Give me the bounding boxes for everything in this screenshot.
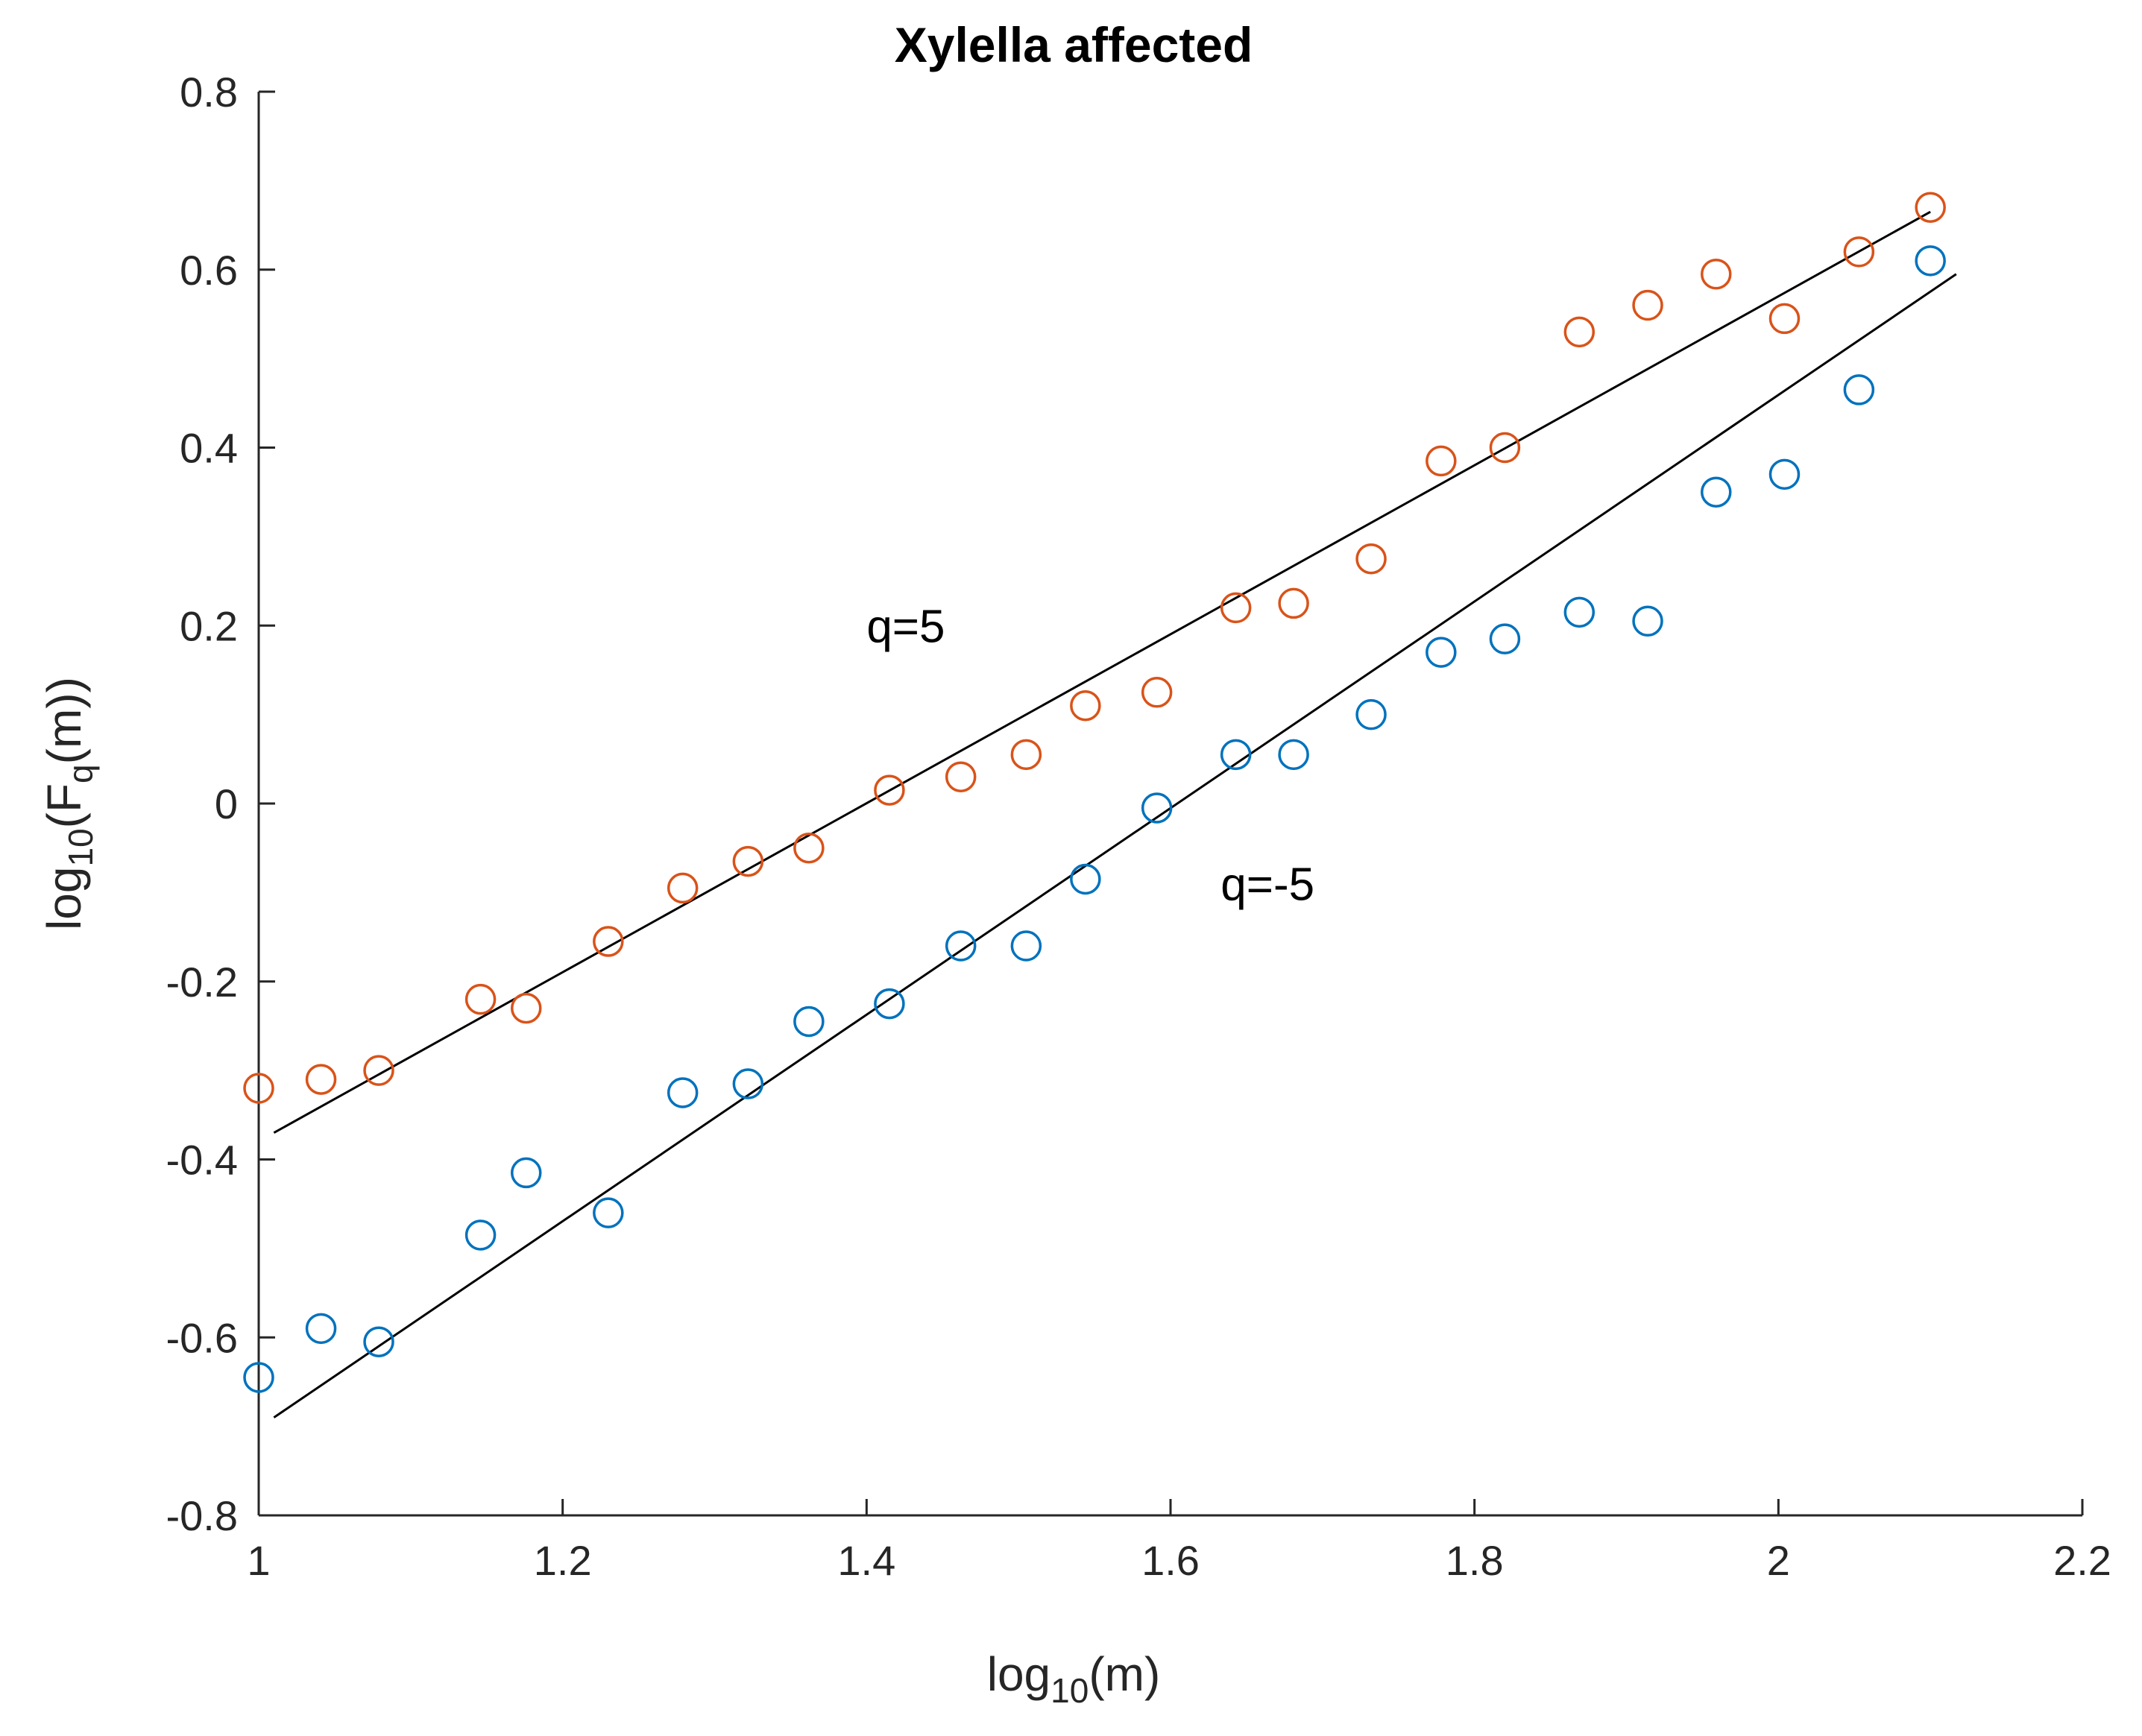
point-qneg5 <box>1426 637 1457 668</box>
x-axis-label-rest: (m) <box>1089 1647 1160 1701</box>
point-qneg5 <box>945 930 977 962</box>
fit-lines <box>273 210 1957 1418</box>
y-tick-label: 0.8 <box>180 69 238 116</box>
y-tick-label: -0.4 <box>166 1137 239 1184</box>
point-qneg5 <box>1632 605 1663 637</box>
y-tick-label: 0.4 <box>180 425 238 472</box>
series-annotation: q=-5 <box>1220 859 1314 910</box>
x-tick-label: 2.2 <box>2053 1537 2111 1584</box>
x-tick-label: 1.4 <box>837 1537 895 1584</box>
point-q5 <box>874 774 905 806</box>
point-q5 <box>1701 258 1732 290</box>
point-q5 <box>793 832 825 864</box>
x-axis-label: log10(m) <box>987 1647 1161 1710</box>
point-qneg5 <box>793 1006 825 1038</box>
y-axis-label-rest: (m)) <box>37 677 91 764</box>
point-qneg5 <box>1768 458 1801 490</box>
point-qneg5 <box>1489 623 1521 654</box>
point-q5 <box>1915 192 1946 223</box>
x-tick-label: 1.6 <box>1141 1537 1200 1584</box>
point-qneg5 <box>1278 739 1309 771</box>
fit-line-fit-q5 <box>273 210 1931 1134</box>
x-tick-label: 1.8 <box>1446 1537 1504 1584</box>
annotations: q=5 q=-5 <box>866 601 1314 910</box>
fit-line-fit-q-5 <box>273 273 1957 1418</box>
point-q5 <box>1355 543 1387 575</box>
x-axis-label-base: log <box>987 1647 1050 1701</box>
point-q5 <box>1768 303 1801 335</box>
y-tick-label: 0 <box>215 780 238 827</box>
y-axis-label: log10(Fq(m)) <box>37 677 100 930</box>
point-qneg5 <box>1701 476 1732 508</box>
x-axis-label-sub: 10 <box>1050 1671 1089 1710</box>
point-q5 <box>1489 432 1521 464</box>
y-axis-label-sub1: 10 <box>61 828 100 866</box>
x-tick-label: 2 <box>1767 1537 1790 1584</box>
point-q5 <box>1141 677 1173 708</box>
y-axis-label-base: log <box>37 867 91 930</box>
point-q5 <box>1278 587 1309 619</box>
point-qneg5 <box>1915 245 1946 277</box>
point-qneg5 <box>1070 863 1101 895</box>
point-qneg5 <box>593 1197 624 1228</box>
point-q5 <box>1070 689 1101 722</box>
y-tick-label: 0.2 <box>180 602 238 649</box>
y-axis-label-sub2: q <box>61 764 100 783</box>
chart-title: Xylella affected <box>895 17 1253 72</box>
point-q5 <box>243 1073 274 1104</box>
point-qneg5 <box>1355 698 1387 730</box>
axes: 1 1.2 1.4 1.6 1.8 2 2.2 -0.8 -0.6 -0.4 -0.2 0 0.2 0.4… <box>166 69 2111 1584</box>
x-tick-label: 1.2 <box>534 1537 592 1584</box>
data-points <box>243 192 1946 1393</box>
point-q5 <box>305 1064 337 1095</box>
x-tick-label: 1 <box>247 1537 270 1584</box>
point-q5 <box>1843 236 1875 268</box>
point-q5 <box>1426 445 1457 477</box>
point-q5 <box>363 1055 394 1086</box>
point-q5 <box>593 926 624 957</box>
y-tick-label: -0.6 <box>166 1314 239 1361</box>
point-q5 <box>667 872 699 904</box>
point-q5 <box>732 845 764 877</box>
y-tick-label: -0.8 <box>166 1492 239 1539</box>
point-q5 <box>1010 739 1042 771</box>
y-axis-label-mid: (F <box>37 783 91 828</box>
point-qneg5 <box>874 988 905 1020</box>
point-q5 <box>464 983 497 1015</box>
point-qneg5 <box>732 1068 764 1099</box>
y-tick-label: -0.2 <box>166 959 239 1006</box>
point-qneg5 <box>1563 596 1596 628</box>
point-q5 <box>945 761 977 792</box>
point-qneg5 <box>363 1326 394 1357</box>
point-qneg5 <box>667 1077 699 1108</box>
point-q5 <box>1632 289 1663 321</box>
point-qneg5 <box>305 1313 337 1345</box>
point-q5 <box>510 992 542 1024</box>
point-qneg5 <box>243 1362 274 1393</box>
y-tick-label: 0.6 <box>180 247 238 294</box>
point-q5 <box>1563 316 1596 348</box>
point-qneg5 <box>1220 739 1252 771</box>
point-qneg5 <box>464 1219 497 1251</box>
point-qneg5 <box>510 1157 542 1189</box>
series-annotation: q=5 <box>866 601 945 652</box>
point-qneg5 <box>1843 374 1875 405</box>
point-q5 <box>1220 592 1252 624</box>
point-qneg5 <box>1010 930 1042 962</box>
point-qneg5 <box>1141 792 1173 824</box>
